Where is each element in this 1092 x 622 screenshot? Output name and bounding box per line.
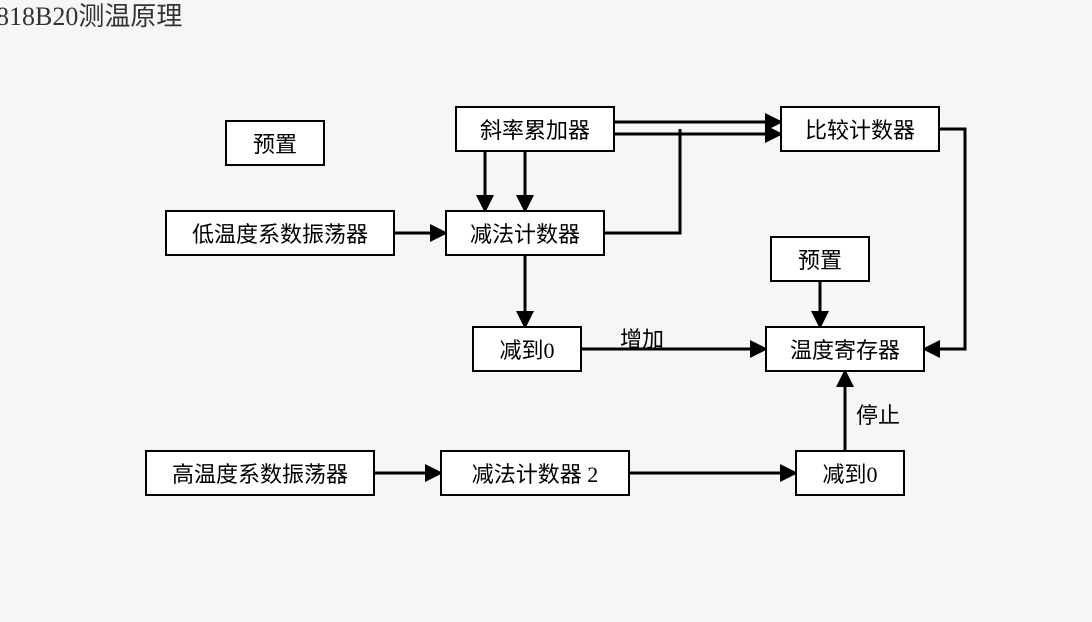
node-subcnt1: 减法计数器 — [445, 210, 605, 256]
node-slope: 斜率累加器 — [455, 106, 615, 152]
edge-8 — [925, 129, 965, 349]
node-dec0a: 减到0 — [472, 326, 582, 372]
node-loosc: 低温度系数振荡器 — [165, 210, 395, 256]
node-preset1: 预置 — [225, 120, 325, 166]
node-hiosc: 高温度系数振荡器 — [145, 450, 375, 496]
edge-label-0: 增加 — [620, 322, 664, 354]
node-subcnt2: 减法计数器 2 — [440, 450, 630, 496]
page-title: 818B20测温原理 — [0, 0, 182, 33]
edges-layer — [0, 0, 1092, 622]
edge-9 — [605, 129, 680, 233]
edge-label-1: 停止 — [856, 398, 900, 430]
node-dec0b: 减到0 — [795, 450, 905, 496]
node-tempreg: 温度寄存器 — [765, 326, 925, 372]
node-preset2: 预置 — [770, 236, 870, 282]
node-compare: 比较计数器 — [780, 106, 940, 152]
